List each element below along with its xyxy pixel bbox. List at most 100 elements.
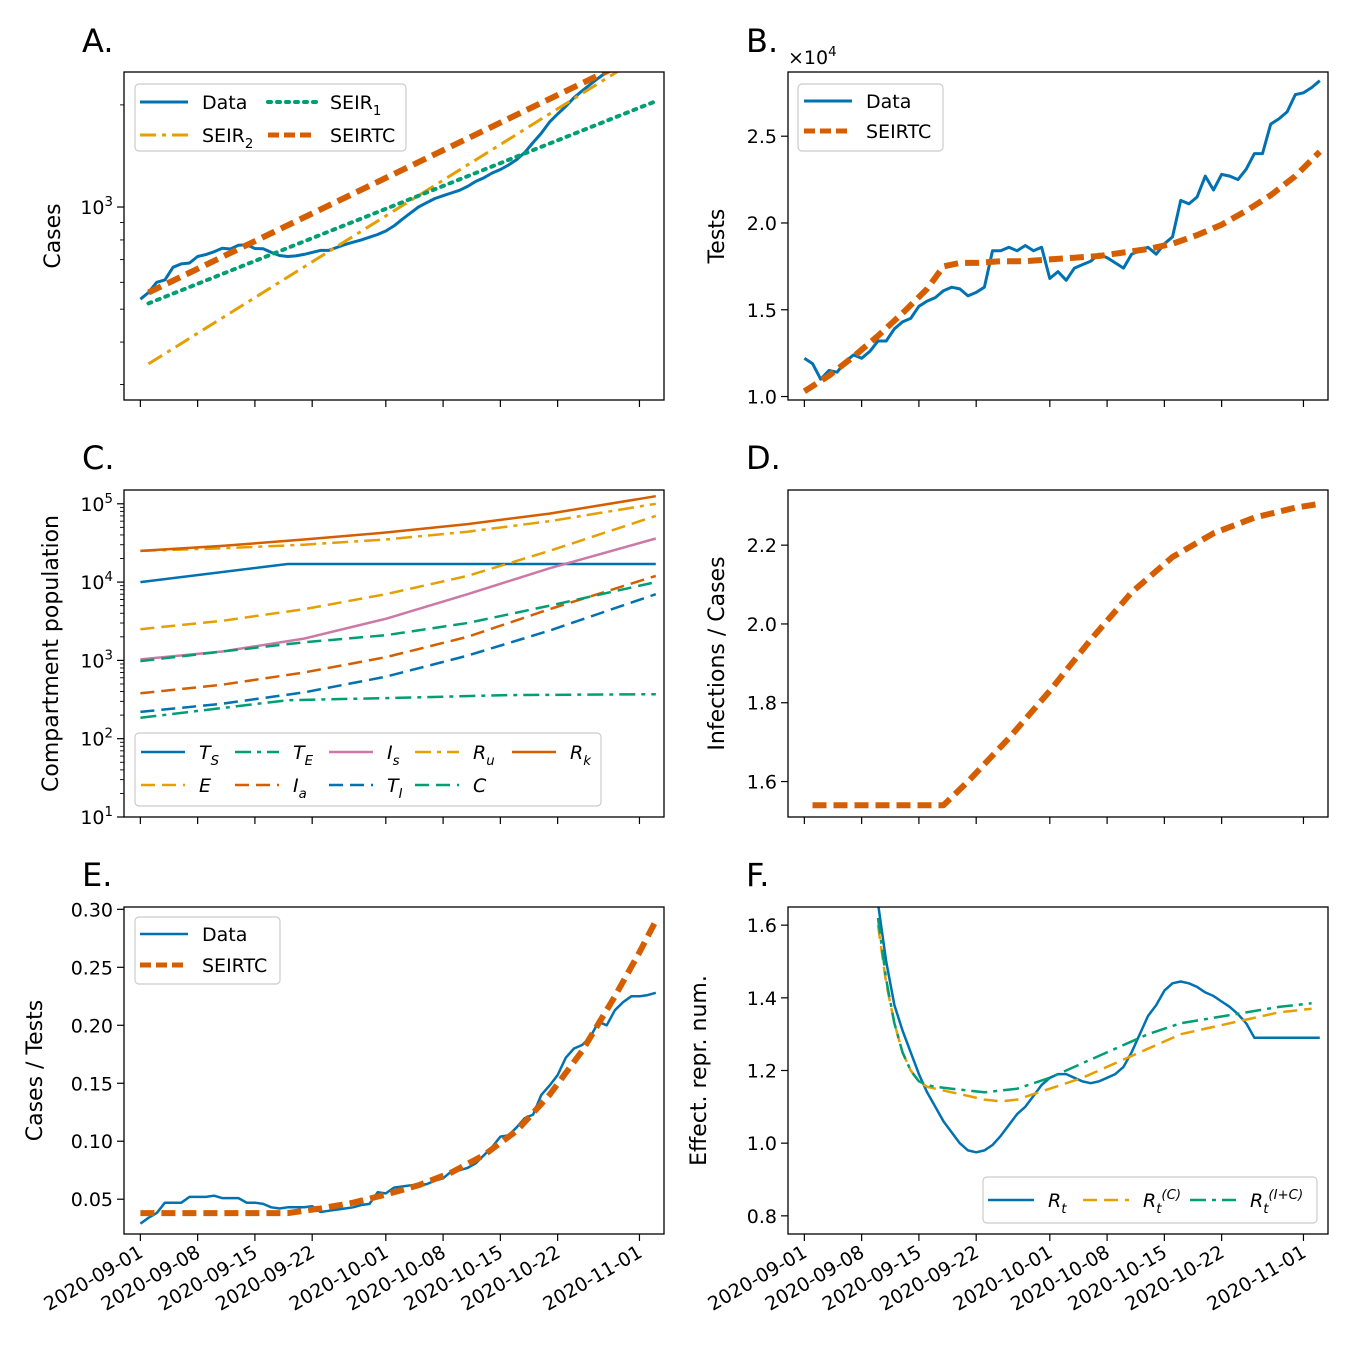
y-tick-label: 105 (80, 492, 113, 516)
y-tick-label: 1.2 (747, 1061, 777, 1083)
panel-label: C. (82, 439, 115, 477)
series-line-data (139, 72, 612, 301)
y-tick-label: 2.2 (747, 535, 777, 557)
y-tick-label: 1.4 (747, 988, 777, 1010)
series-line-seir-2 (147, 72, 620, 366)
y-tick-label: 104 (80, 570, 113, 594)
axes-frame (123, 489, 665, 818)
series-line-seir-1 (146, 99, 658, 306)
legend-label: SEIRTC (330, 125, 395, 147)
panel-label: B. (746, 22, 778, 60)
y-tick-label: 0.8 (747, 1206, 777, 1228)
series-line-seirtc (147, 72, 613, 296)
panel-c: C. 101 102 103 104 105 Compartment population T… (39, 439, 665, 829)
axes-frame (123, 71, 665, 401)
axes-frame (787, 489, 1329, 818)
legend-label: Data (202, 92, 247, 114)
legend-label: Rk (570, 742, 592, 769)
legend-label: Is (387, 742, 400, 769)
legend: Rt Rt(C) Rt(I+C) (982, 1176, 1318, 1224)
legend-label: Rt(C) (1143, 1188, 1181, 1217)
y-tick-label: 2.0 (747, 213, 777, 235)
y-axis-label: Infections / Cases (705, 556, 730, 750)
series-group (139, 72, 658, 366)
series-line-r-t-c- (876, 925, 1312, 1103)
legend: TS E TE Ia Is TI Ru C Rk (134, 732, 602, 807)
legend-box (134, 732, 602, 807)
y-tick-label: 102 (80, 727, 113, 751)
legend-label: TI (387, 775, 403, 802)
series-group (802, 79, 1322, 394)
series-line-r-k (140, 494, 657, 553)
series-line-data (803, 79, 1321, 381)
y-tick-label: 1.6 (747, 915, 777, 937)
panel-b: B. 1.0 1.5 2.0 2.5 ×104 Tests Data SEIRTC (705, 22, 1329, 409)
y-axis-label: Cases (41, 203, 66, 268)
y-tick-label: 1.0 (747, 387, 777, 409)
legend-label: SEIRTC (202, 955, 267, 977)
panel-f: F.2020-09-012020-09-082020-09-152020-09-… (687, 856, 1329, 1316)
legend-label: SEIR1 (330, 92, 381, 119)
panel-label: A. (82, 22, 114, 60)
y-tick-label: 0.30 (71, 899, 113, 921)
series-line-r-u (140, 502, 657, 553)
series-group (812, 500, 1321, 809)
panel-label: D. (746, 439, 781, 477)
y-tick-label: 101 (80, 805, 113, 829)
legend-label: C (473, 775, 487, 797)
series-line-t-s (140, 562, 656, 584)
y-axis-label: Compartment population (39, 515, 64, 792)
y-tick-label: 2.5 (747, 126, 777, 148)
series-line-i-s (140, 537, 657, 661)
y-tick-label: 0.20 (71, 1015, 113, 1037)
legend-label: Ia (293, 775, 307, 802)
series-group (139, 919, 659, 1225)
series-line-seirtc (802, 149, 1322, 394)
y-axis-label: Tests (705, 209, 730, 265)
legend-label: Ru (473, 742, 495, 769)
legend: Data SEIR2 SEIR1 SEIRTC (134, 83, 407, 152)
legend-box (134, 83, 407, 152)
legend-label: SEIRTC (866, 121, 931, 143)
y-tick-label: 1.6 (747, 772, 777, 794)
y-tick-label: 0.10 (71, 1131, 113, 1153)
legend-label: SEIR2 (202, 125, 253, 152)
panel-label: E. (82, 856, 112, 894)
offset-text: ×104 (788, 45, 837, 69)
legend-label: Rt(I+C) (1250, 1188, 1303, 1217)
series-line-seirtc (812, 500, 1321, 809)
y-tick-label: 103 (80, 648, 113, 672)
y-tick-label: 0.25 (71, 957, 113, 979)
y-tick-label: 2.0 (747, 614, 777, 636)
series-line-t-e (140, 692, 656, 720)
panel-a: A. 103 Cases Data SEIR2 SEIR1 SEIRTC (41, 22, 665, 407)
legend-box (982, 1176, 1318, 1224)
legend: Data SEIRTC (797, 83, 944, 152)
legend-label: Rt (1048, 1190, 1067, 1217)
series-line-data (139, 991, 657, 1225)
legend-label: TS (199, 742, 220, 769)
series-line-seirtc (140, 919, 659, 1217)
axes-frame (123, 906, 665, 1235)
panel-e: E.2020-09-012020-09-082020-09-152020-09-… (23, 856, 665, 1316)
legend-label: Data (202, 924, 247, 946)
y-axis-label: Cases / Tests (23, 1000, 48, 1142)
panel-label: F. (746, 856, 769, 894)
y-tick-label: 1.0 (747, 1133, 777, 1155)
series-line-r-t-i-c- (876, 917, 1312, 1094)
series-group (140, 494, 657, 720)
axes-frame (787, 71, 1329, 401)
y-tick-label: 1.5 (747, 300, 777, 322)
y-axis-label: Effect. repr. num. (687, 975, 712, 1166)
y-tick-label: 0.15 (71, 1073, 113, 1095)
series-group (876, 907, 1320, 1154)
panel-d: D. 1.6 1.8 2.0 2.2 Infections / Cases (705, 439, 1329, 824)
series-line-r-t (877, 907, 1320, 1154)
legend-label: TE (293, 742, 314, 769)
y-tick-label: 0.05 (71, 1189, 113, 1211)
y-tick-label: 1.8 (747, 693, 777, 715)
legend-label: E (199, 775, 211, 797)
legend: Data SEIRTC (134, 916, 281, 985)
y-tick-label: 103 (80, 195, 113, 219)
